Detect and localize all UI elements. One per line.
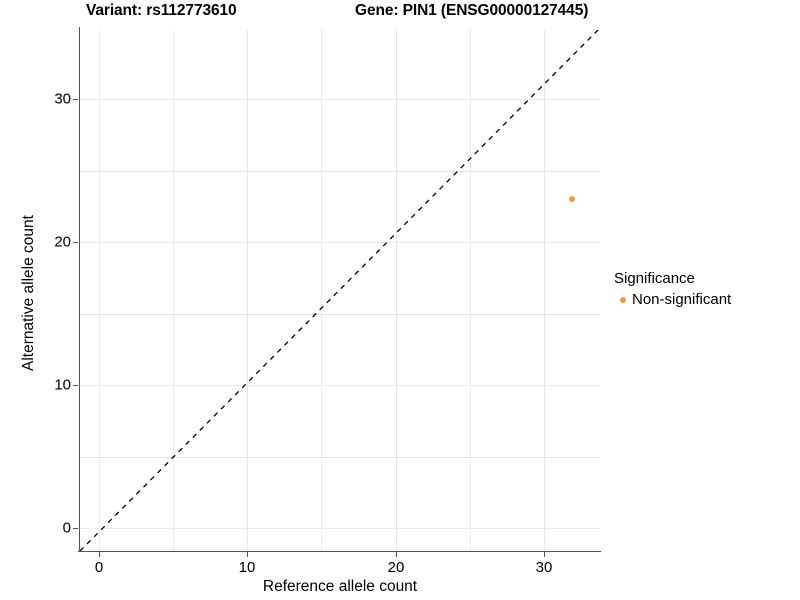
gridline-y-minor: [80, 528, 600, 529]
x-tick-mark: [99, 552, 101, 557]
y-tick-mark: [73, 528, 78, 530]
plot-title-row: Variant: rs112773610 Gene: PIN1 (ENSG000…: [0, 2, 680, 24]
x-tick-label-10: 10: [238, 559, 256, 576]
gridline-x-minor: [99, 30, 100, 551]
legend-dot-icon: [619, 296, 626, 303]
x-tick-label-30: 30: [535, 559, 553, 576]
y-axis-line: [79, 27, 81, 552]
x-tick-label-0: 0: [94, 559, 104, 576]
x-tick-mark: [247, 552, 249, 557]
gridline-y-major: [80, 457, 600, 458]
legend-key: [614, 291, 631, 308]
y-axis-label: Alternative allele count: [20, 215, 37, 371]
data-point[interactable]: [569, 196, 575, 202]
gridline-y-major: [80, 171, 600, 172]
gridline-y-minor: [80, 385, 600, 386]
gridline-y-major: [80, 314, 600, 315]
legend-entry-non-significant[interactable]: Non-significant: [614, 290, 794, 309]
gridline-x-major: [396, 30, 397, 551]
variant-title: Variant: rs112773610: [86, 2, 237, 19]
y-tick-mark: [73, 385, 78, 387]
x-tick-label-20: 20: [387, 559, 405, 576]
legend: Significance Non-significant: [614, 270, 794, 309]
y-tick-mark: [73, 242, 78, 244]
y-tick-mark: [73, 99, 78, 101]
x-axis-label: Reference allele count: [262, 578, 418, 595]
x-axis-line: [78, 551, 601, 553]
gridline-x-minor: [173, 30, 174, 551]
gridline-x-major: [247, 30, 248, 551]
plot-panel: [80, 30, 600, 551]
gridline-x-minor: [470, 30, 471, 551]
y-tick-label-20: 20: [54, 233, 71, 251]
y-tick-label-30: 30: [54, 90, 71, 108]
y-tick-label-10: 10: [54, 376, 71, 394]
x-tick-mark: [544, 552, 546, 557]
gridline-x-minor: [321, 30, 322, 551]
x-tick-mark: [396, 552, 398, 557]
identity-line: [80, 30, 599, 551]
gridline-y-minor: [80, 242, 600, 243]
gene-title: Gene: PIN1 (ENSG00000127445): [355, 2, 589, 19]
gridline-x-major: [544, 30, 545, 551]
legend-entry-label: Non-significant: [632, 291, 732, 308]
y-tick-label-0: 0: [62, 519, 71, 537]
legend-title: Significance: [614, 270, 695, 287]
gridline-y-minor: [80, 99, 600, 100]
